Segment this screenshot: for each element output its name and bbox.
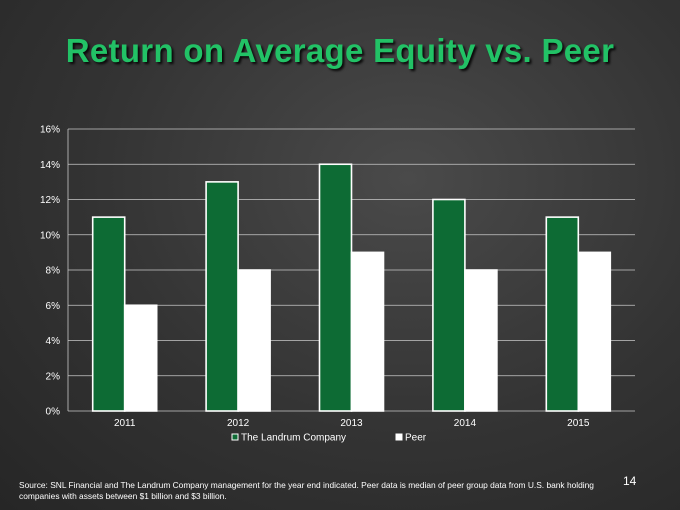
legend-swatch-landrum-bar xyxy=(231,433,239,441)
peer-bar-2013 xyxy=(350,251,385,412)
x-tick-label: 2013 xyxy=(340,418,363,429)
y-tick-label: 2% xyxy=(46,371,61,382)
x-axis-tick-labels: 2011 2012 2013 2014 2015 xyxy=(114,418,590,429)
y-tick-label: 4% xyxy=(46,336,61,347)
chart-bars xyxy=(91,163,612,412)
legend-swatch-peer-bar xyxy=(395,433,403,441)
bar-chart: 0%2%4%6%8%10%12%14%16% 2011 2012 2013 2014 2… xyxy=(40,125,635,444)
y-tick-label: 14% xyxy=(40,160,60,171)
page-number: 14 xyxy=(623,474,637,488)
chart-legend: The Landrum Company Peer xyxy=(231,433,427,444)
x-tick-label: 2011 xyxy=(114,418,136,429)
legend-label: The Landrum Company xyxy=(241,433,346,444)
peer-bar-2015 xyxy=(577,251,612,412)
legend-label: Peer xyxy=(405,433,427,444)
y-tick-label: 10% xyxy=(40,230,60,241)
y-tick-label: 16% xyxy=(40,125,60,136)
peer-bar-2011 xyxy=(123,304,158,412)
peer-bar-2012 xyxy=(237,269,271,412)
x-tick-label: 2012 xyxy=(227,418,250,429)
landrum-bar-2011 xyxy=(91,216,126,412)
y-tick-label: 6% xyxy=(46,301,61,312)
landrum-bar-2014 xyxy=(432,198,466,412)
peer-bar-2014 xyxy=(464,269,498,412)
x-tick-label: 2014 xyxy=(454,418,477,429)
y-tick-label: 8% xyxy=(46,266,61,277)
source-note: Source: SNL Financial and The Landrum Co… xyxy=(19,480,594,501)
landrum-bar-2013 xyxy=(318,163,353,412)
slide-title: Return on Average Equity vs. Peer xyxy=(65,32,615,69)
landrum-bar-2015 xyxy=(545,216,580,412)
y-tick-label: 12% xyxy=(40,195,60,206)
y-tick-label: 0% xyxy=(46,407,61,418)
y-axis-tick-labels: 0% 2% 4% 6% 8% 10% 12% 14% 16% xyxy=(40,125,60,418)
x-tick-label: 2015 xyxy=(567,418,590,429)
landrum-bar-2012 xyxy=(205,181,239,412)
